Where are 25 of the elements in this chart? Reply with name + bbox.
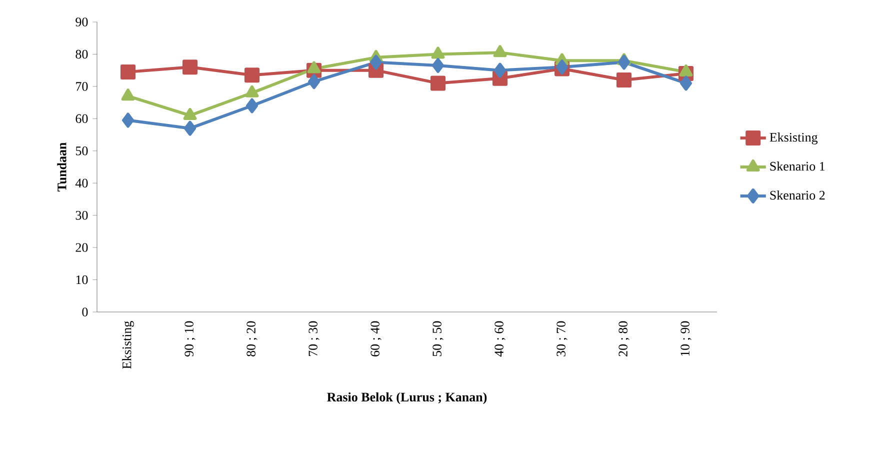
y-tick-label: 0: [82, 308, 88, 316]
x-tick-label: 40 ; 60: [494, 321, 506, 357]
legend-label: Eksisting: [770, 132, 818, 144]
y-tick-label: 10: [76, 275, 88, 284]
y-axis-title: Tundaan: [57, 142, 66, 192]
x-tick-label: 90 ; 10: [184, 321, 196, 356]
legend-label: Skenario 2: [770, 190, 825, 200]
y-tick-label: 50: [76, 146, 88, 156]
y-tick-label: 70: [76, 82, 88, 91]
y-tick-label: 30: [76, 210, 88, 220]
x-tick-label: 20 ; 80: [618, 321, 630, 356]
x-axis-title: Rasio Belok (Lurus ; Kanan): [327, 392, 487, 404]
x-tick-label: 70 ; 30: [308, 321, 320, 356]
y-tick-label: 20: [76, 243, 88, 252]
x-tick-label: 60 ; 40: [370, 321, 382, 356]
legend-label: Skenario 1: [770, 162, 825, 171]
x-tick-label: 30 ; 70: [556, 321, 568, 356]
y-tick-label: 40: [75, 178, 88, 188]
x-tick-label: 80 ; 20: [246, 321, 258, 356]
x-tick-label: 10 ; 90: [680, 321, 692, 356]
y-tick-label: 60: [76, 114, 88, 124]
x-tick-label: 50 ; 50: [432, 321, 444, 356]
y-tick-label: 90: [76, 18, 88, 26]
x-tick-label: Eksisting: [122, 321, 134, 369]
y-tick-label: 80: [76, 50, 88, 59]
